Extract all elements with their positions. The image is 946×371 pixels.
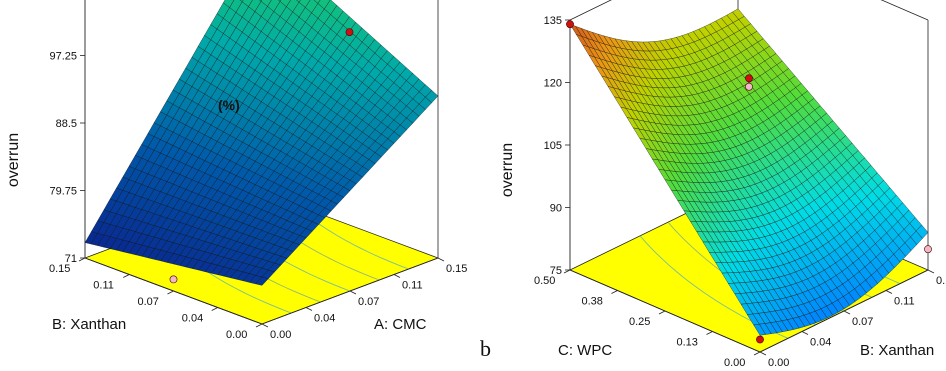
surface-cell <box>753 324 766 336</box>
x-tick-label: 0.00 <box>270 329 291 341</box>
z-tick-label: 105 <box>544 140 562 152</box>
design-point <box>169 275 178 284</box>
y-tick-mark <box>211 307 218 311</box>
zlabel-right: overrun <box>499 143 516 197</box>
y-tick-mark <box>255 323 263 328</box>
z-tick-label: 135 <box>544 15 562 27</box>
x-tick-label: 0.11 <box>402 280 423 292</box>
z-tick-label: 75 <box>550 265 562 277</box>
chart-right: 0.00 0.04 0.07 0.11 0.15 0.00 0.13 0.25 0.38 0.50… <box>499 0 946 369</box>
x-tick-mark <box>305 307 313 311</box>
z-tick-label: 71 <box>65 253 77 265</box>
y-tick-mark <box>706 331 713 335</box>
y-tick-label: 0.04 <box>182 313 203 325</box>
x-tick-label: 0.15 <box>446 263 467 275</box>
ylabel-right: C: WPC <box>558 342 612 359</box>
y-tick-label: 0.38 <box>582 296 603 308</box>
design-point <box>745 82 753 91</box>
z-tick-label: 79.75 <box>49 186 77 198</box>
surface-cell <box>296 0 301 3</box>
x-tick-mark <box>843 310 851 315</box>
surface-cell <box>313 0 321 4</box>
design-point <box>924 245 932 254</box>
x-tick-mark <box>393 274 401 278</box>
x-tick-label: 0.00 <box>768 357 789 369</box>
y-tick-label: 0.50 <box>534 275 555 287</box>
x-tick-mark <box>349 290 357 295</box>
y-tick-mark <box>78 257 86 262</box>
x-tick-label: 0.07 <box>852 316 873 328</box>
xlabel-right: B: Xanthan <box>860 342 934 359</box>
surface-cell <box>255 276 269 286</box>
z-tick-label: 97.25 <box>49 51 77 63</box>
y-tick-mark <box>658 310 666 315</box>
z-tick-label: 90 <box>550 203 562 215</box>
ticks-left: 0.00 0.04 0.07 0.11 0.15 0.00 0.04 0.07 0.11 0.15… <box>49 51 467 342</box>
y-tick-label: 0.15 <box>49 263 70 275</box>
x-tick-mark <box>261 323 269 328</box>
design-point <box>756 335 764 344</box>
x-tick-label: 0.04 <box>314 313 335 325</box>
points-left <box>169 28 354 284</box>
y-tick-mark <box>563 269 571 274</box>
design-point <box>745 74 753 83</box>
y-tick-mark <box>167 290 174 295</box>
x-tick-mark <box>801 331 809 335</box>
design-point <box>566 20 574 29</box>
x-tick-label: 0.04 <box>810 337 831 349</box>
y-tick-label: 0.00 <box>226 329 247 341</box>
chart-left: 0.00 0.04 0.07 0.11 0.15 0.00 0.04 0.07 0.11 0.15… <box>5 0 467 341</box>
ylabel-left: B: Xanthan <box>52 316 126 333</box>
x-tick-label: 0.11 <box>894 296 915 308</box>
x-tick-label: 0.07 <box>358 296 379 308</box>
points-right <box>566 20 932 344</box>
box-back-top-y <box>569 0 612 21</box>
x-tick-label: 0.15 <box>936 275 946 287</box>
z-tick-label: 120 <box>544 78 562 90</box>
zlabel-left: overrun <box>5 133 22 187</box>
y-tick-mark <box>123 274 130 278</box>
surface-right <box>569 8 929 336</box>
y-tick-label: 0.07 <box>138 296 159 308</box>
x-tick-mark <box>927 269 935 274</box>
y-tick-label: 0.00 <box>724 357 745 369</box>
y-tick-mark <box>611 290 618 294</box>
surface-left <box>84 0 439 286</box>
ticks-right: 0.00 0.04 0.07 0.11 0.15 0.00 0.13 0.25 0.38 0.50… <box>534 15 946 369</box>
title-fragment-left: (%) <box>218 97 240 113</box>
y-tick-mark <box>753 351 761 356</box>
panel-letter: b <box>480 336 491 361</box>
z-tick-label: 88.5 <box>56 118 77 130</box>
design-point <box>345 28 354 36</box>
box-back-top-x <box>880 0 929 21</box>
xlabel-left: A: CMC <box>374 316 427 333</box>
x-tick-mark <box>437 257 445 262</box>
x-tick-mark <box>885 290 893 294</box>
x-tick-mark <box>759 351 767 356</box>
y-tick-label: 0.13 <box>677 337 698 349</box>
y-tick-label: 0.25 <box>629 316 650 328</box>
y-tick-label: 0.11 <box>93 280 114 292</box>
